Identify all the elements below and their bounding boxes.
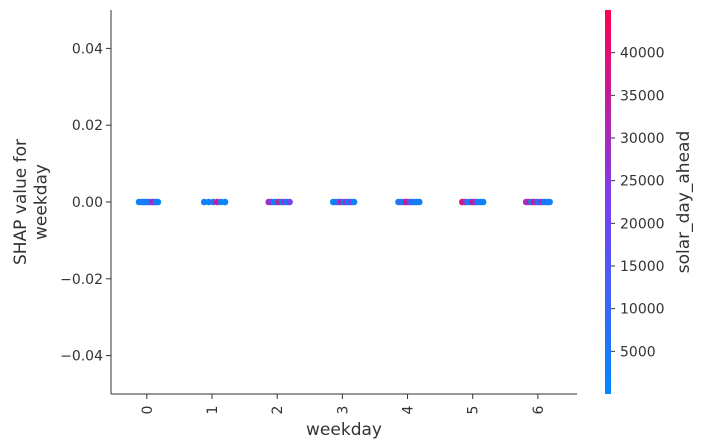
x-tick-group: 0 1 2 3 4 5 6 (140, 394, 547, 414)
colorbar-tick-label: 40000 (620, 46, 665, 62)
colorbar-label: solar_day_ahead (674, 131, 694, 274)
colorbar-tick-label: 15000 (620, 259, 665, 275)
colorbar-tick-label: 5000 (620, 344, 656, 360)
colorbar (605, 10, 611, 394)
x-axis-label: weekday (306, 420, 382, 440)
colorbar-tick-label: 20000 (620, 216, 665, 232)
colorbar-tick-label: 35000 (620, 88, 665, 104)
colorbar-tick-label: 10000 (620, 302, 665, 318)
data-point (200, 198, 208, 206)
x-tick-label: 6 (531, 405, 547, 414)
x-tick-label: 2 (270, 406, 286, 415)
y-tick-label: 0.00 (72, 195, 103, 211)
y-tick-group: −0.04 −0.02 0.00 0.02 0.04 (60, 41, 111, 365)
x-tick-label: 1 (205, 406, 221, 415)
data-point (415, 198, 423, 206)
x-tick-label: 0 (140, 406, 156, 415)
data-point (286, 198, 293, 206)
data-point (350, 198, 358, 206)
data-point (205, 198, 213, 206)
data-point (221, 198, 229, 206)
x-tick-label: 3 (335, 406, 351, 415)
data-point (546, 198, 553, 206)
y-tick-label: −0.02 (60, 272, 103, 288)
y-tick-label: 0.02 (72, 118, 103, 134)
y-axis-label: SHAP value forweekday (11, 139, 51, 265)
colorbar-tick-label: 25000 (620, 174, 665, 190)
x-tick-label: 4 (401, 405, 417, 414)
data-point-group (135, 198, 553, 206)
colorbar-tick-group: 5000 10000 15000 20000 25000 30000 35000 40000 (611, 46, 665, 360)
x-tick-label: 5 (466, 406, 482, 415)
data-point (154, 198, 162, 206)
y-tick-label: 0.04 (72, 41, 103, 57)
y-tick-label: −0.04 (60, 349, 103, 365)
data-point (479, 198, 487, 206)
colorbar-tick-label: 30000 (620, 131, 665, 147)
